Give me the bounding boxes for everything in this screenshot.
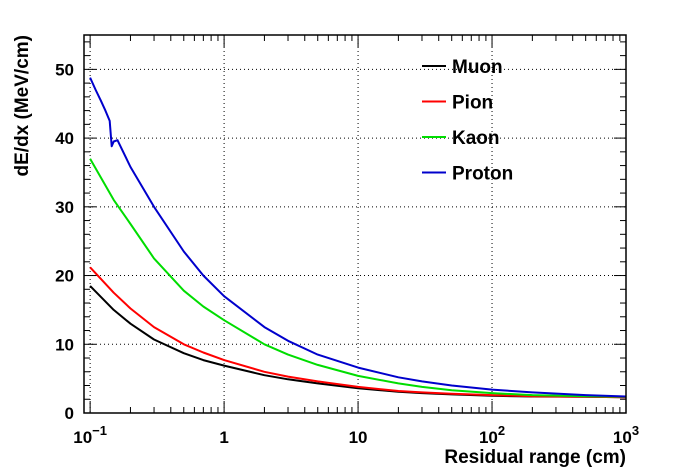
series-line-kaon [89,158,627,398]
legend-label-kaon: Kaon [452,128,500,149]
legend: Muon Pion Kaon Proton [422,57,513,185]
x-axis-title: Residual range (cm) [444,447,626,468]
y-axis-title: dE/dx (MeV/cm) [12,35,33,176]
axis-ticks [83,35,627,414]
y-tick-label: 0 [65,404,74,423]
y-tick-label: 10 [55,335,74,354]
legend-label-proton: Proton [452,164,513,185]
legend-label-muon: Muon [452,57,503,78]
series-line-pion [89,266,627,399]
series-lines [89,77,627,399]
y-tick-label: 50 [55,60,74,79]
y-tick-label: 20 [55,267,74,286]
plot-frame [83,34,627,414]
x-tick-label: 10 [349,428,368,447]
x-tick-label: 1 [219,428,228,447]
y-tick-label: 30 [55,198,74,217]
series-line-proton [89,77,627,398]
y-tick-label: 40 [55,129,74,148]
legend-label-pion: Pion [452,93,493,114]
